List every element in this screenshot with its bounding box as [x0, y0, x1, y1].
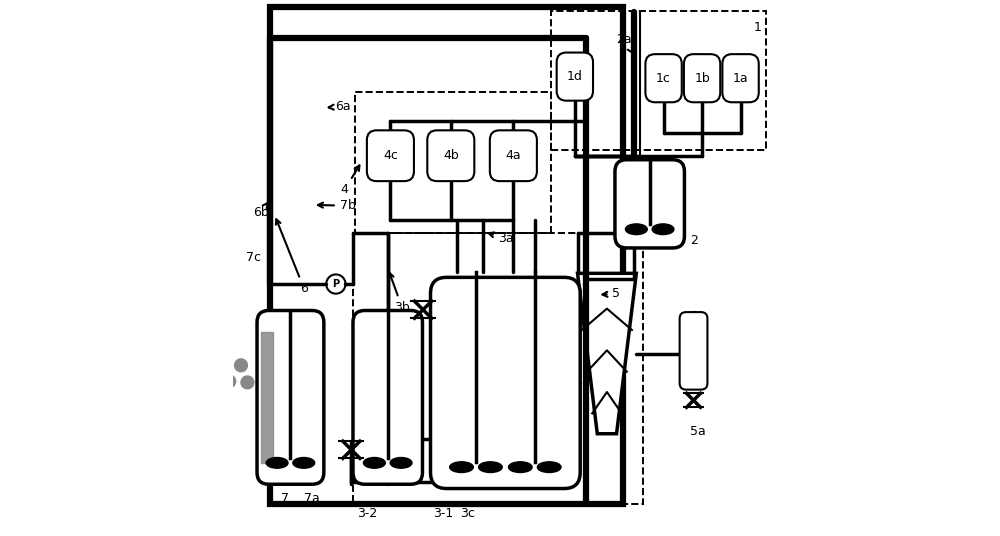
FancyBboxPatch shape: [431, 277, 580, 488]
Text: 1: 1: [754, 21, 762, 34]
FancyBboxPatch shape: [615, 160, 684, 248]
Ellipse shape: [266, 458, 288, 468]
FancyBboxPatch shape: [680, 312, 707, 390]
Ellipse shape: [293, 458, 315, 468]
Bar: [551, 11, 766, 151]
Circle shape: [235, 359, 247, 371]
Text: 5a: 5a: [690, 425, 706, 437]
FancyBboxPatch shape: [684, 54, 720, 102]
Circle shape: [241, 376, 254, 389]
Bar: [353, 233, 643, 504]
Bar: [270, 7, 623, 504]
FancyBboxPatch shape: [367, 130, 414, 181]
Text: 3c: 3c: [460, 508, 475, 520]
Ellipse shape: [537, 462, 561, 473]
Ellipse shape: [450, 462, 473, 473]
Text: P: P: [332, 279, 339, 289]
Text: 3-2: 3-2: [357, 508, 378, 520]
FancyBboxPatch shape: [645, 54, 682, 102]
Text: 1b: 1b: [694, 72, 710, 85]
Text: 3: 3: [568, 282, 579, 299]
Polygon shape: [261, 332, 273, 463]
Text: 7: 7: [281, 493, 289, 505]
Text: 6: 6: [276, 219, 308, 295]
FancyBboxPatch shape: [490, 130, 537, 181]
Ellipse shape: [363, 458, 385, 468]
Text: 6a: 6a: [329, 100, 351, 113]
FancyBboxPatch shape: [427, 130, 474, 181]
Text: 7b: 7b: [318, 199, 355, 212]
Text: 3a: 3a: [489, 232, 514, 245]
Text: 5: 5: [602, 287, 620, 300]
Polygon shape: [578, 273, 636, 434]
FancyBboxPatch shape: [722, 54, 759, 102]
Text: 1c: 1c: [656, 72, 671, 85]
FancyBboxPatch shape: [353, 310, 422, 484]
Text: 1d: 1d: [567, 70, 583, 83]
Text: 2: 2: [671, 234, 698, 247]
Text: 3-1: 3-1: [433, 508, 453, 520]
Text: 7a: 7a: [304, 493, 320, 505]
Text: 2a: 2a: [617, 33, 633, 53]
Text: 6b: 6b: [253, 203, 269, 219]
Ellipse shape: [652, 224, 674, 235]
Text: 1a: 1a: [733, 72, 748, 85]
FancyBboxPatch shape: [557, 53, 593, 101]
Text: 4b: 4b: [443, 149, 459, 162]
Circle shape: [223, 375, 236, 388]
Ellipse shape: [625, 224, 647, 235]
Ellipse shape: [390, 458, 412, 468]
Text: 4: 4: [341, 166, 359, 196]
FancyBboxPatch shape: [257, 310, 324, 484]
Ellipse shape: [479, 462, 502, 473]
Ellipse shape: [508, 462, 532, 473]
Text: 4c: 4c: [383, 149, 398, 162]
Text: 3b: 3b: [389, 273, 410, 314]
Text: 4a: 4a: [506, 149, 521, 162]
Text: 7c: 7c: [246, 251, 261, 264]
Bar: [355, 92, 551, 233]
